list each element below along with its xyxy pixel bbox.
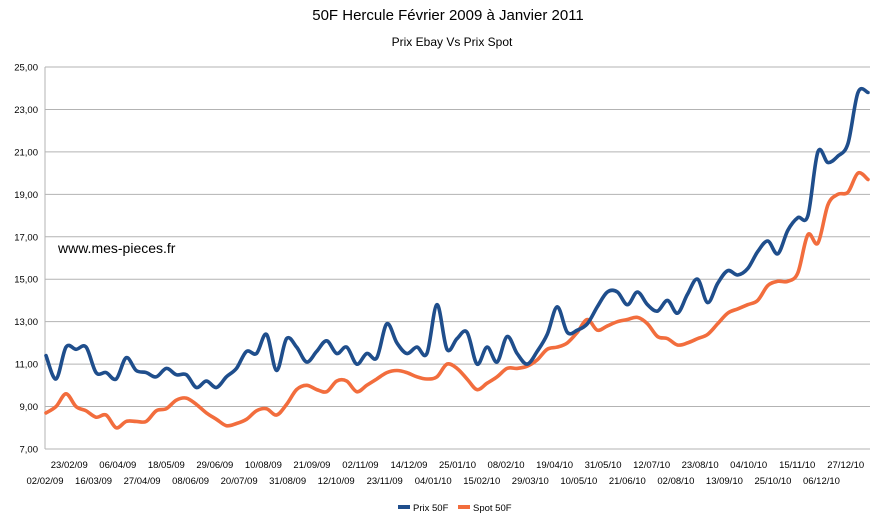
legend-label: Prix 50F: [413, 503, 449, 514]
y-tick-label: 9,00: [20, 402, 39, 413]
x-tick-label: 19/04/10: [536, 460, 573, 471]
y-tick-label: 15,00: [14, 275, 38, 286]
x-tick-label: 02/11/09: [342, 460, 378, 471]
x-tick-label: 06/12/10: [803, 476, 840, 487]
y-tick-label: 11,00: [15, 360, 38, 371]
x-tick-label: 25/10/10: [754, 476, 791, 487]
x-tick-label: 14/12/09: [390, 460, 427, 471]
x-tick-label: 29/06/09: [196, 460, 233, 471]
x-tick-label: 02/02/09: [27, 476, 64, 487]
x-tick-label: 04/10/10: [730, 460, 767, 471]
x-tick-label: 23/02/09: [51, 460, 88, 471]
x-tick-label: 27/04/09: [124, 476, 161, 487]
chart-title: 50F Hercule Février 2009 à Janvier 2011: [312, 7, 584, 24]
legend: Prix 50F Spot 50F: [398, 503, 512, 514]
x-tick-label: 12/10/09: [318, 476, 355, 487]
prix-50f-line: [44, 86, 870, 390]
x-tick-label: 25/01/10: [439, 460, 476, 471]
y-tick-label: 21,00: [14, 147, 38, 158]
x-tick-label: 15/02/10: [463, 476, 500, 487]
x-tick-label: 31/08/09: [269, 476, 306, 487]
x-tick-label: 10/05/10: [560, 476, 597, 487]
x-tick-label: 10/08/09: [245, 460, 282, 471]
gridlines: [45, 66, 870, 408]
x-axis-ticks: 02/02/09 16/03/09 27/04/09 08/06/09 20/07/09…: [27, 460, 865, 487]
x-tick-label: 04/01/10: [415, 476, 452, 487]
x-tick-label: 06/04/09: [99, 460, 136, 471]
watermark-text: www.mes-pieces.fr: [57, 240, 176, 256]
y-tick-label: 23,00: [14, 105, 38, 116]
x-tick-label: 21/06/10: [609, 476, 646, 487]
x-tick-label: 27/12/10: [827, 460, 864, 471]
y-tick-label: 7,00: [20, 445, 39, 456]
y-tick-label: 19,00: [14, 190, 38, 201]
x-tick-label: 18/05/09: [148, 460, 185, 471]
x-tick-label: 16/03/09: [75, 476, 112, 487]
y-tick-label: 17,00: [14, 232, 38, 243]
y-axis-ticks: 25,00 23,00 21,00 19,00 17,00 15,00 13,00 11,00…: [14, 63, 38, 456]
x-tick-label: 08/02/10: [488, 460, 525, 471]
x-tick-label: 08/06/09: [172, 476, 209, 487]
x-tick-label: 12/07/10: [633, 460, 670, 471]
chart-subtitle: Prix Ebay Vs Prix Spot: [392, 35, 513, 49]
series-lines: [44, 86, 870, 430]
y-tick-label: 25,00: [14, 63, 38, 74]
x-tick-label: 21/09/09: [293, 460, 330, 471]
x-tick-label: 02/08/10: [657, 476, 694, 487]
x-tick-label: 29/03/10: [512, 476, 549, 487]
y-tick-label: 13,00: [14, 317, 38, 328]
x-tick-label: 15/11/10: [779, 460, 815, 471]
x-tick-label: 23/08/10: [682, 460, 719, 471]
x-tick-label: 31/05/10: [585, 460, 622, 471]
legend-label: Spot 50F: [473, 503, 512, 514]
x-tick-label: 20/07/09: [221, 476, 258, 487]
x-tick-label: 13/09/10: [706, 476, 743, 487]
spot-50f-line: [44, 170, 870, 430]
x-tick-label: 23/11/09: [367, 476, 403, 487]
